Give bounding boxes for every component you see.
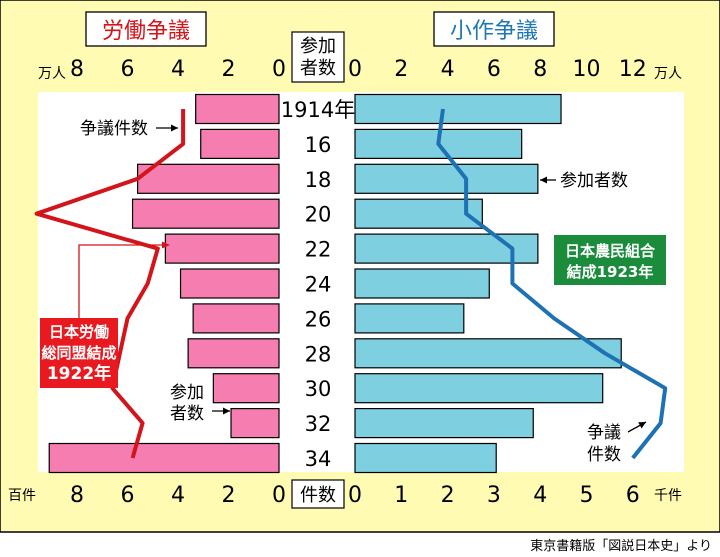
labor-participants-bar (195, 93, 280, 125)
tenancy-event-label: 結成1923年 (567, 263, 654, 281)
center-bottom-label: 件数 (300, 485, 336, 506)
labor-participants-bar (187, 338, 280, 369)
labor-top-tick-label: 0 (272, 57, 286, 82)
tenancy-bottom-tick-label: 0 (348, 483, 362, 508)
labor-event-arrowhead (162, 241, 170, 249)
year-label: 16 (305, 133, 332, 157)
tenancy-disputes-line (436, 108, 668, 460)
labor-bottom-tick-label: 0 (272, 483, 286, 508)
labor-bar-label: 参加 (170, 383, 204, 403)
tenancy-bottom-tick-label: 4 (533, 483, 547, 508)
tenancy-line-arrow-head (638, 422, 646, 429)
source-credit: 東京書籍版「図説日本史」より (530, 538, 712, 554)
labor-top-tick-label: 4 (171, 57, 185, 82)
tenancy-title-box (433, 11, 555, 47)
labor-top-tick-label: 2 (222, 57, 236, 82)
year-label: 24 (305, 273, 332, 297)
tenancy-bottom-unit: 千件 (654, 488, 682, 504)
labor-participants-bar (179, 268, 280, 299)
center-top-label: 者数 (300, 58, 336, 79)
labor-bottom-unit: 百件 (8, 488, 36, 504)
labor-participants-bar (137, 163, 280, 194)
tenancy-line-label: 件数 (587, 445, 621, 465)
tenancy-title: 小作争議 (450, 19, 538, 44)
labor-event-box (40, 318, 118, 388)
labor-bottom-tick-label: 4 (171, 483, 185, 508)
tenancy-participants-bar (354, 268, 490, 299)
tenancy-participants-bar (354, 163, 539, 194)
labor-disputes-line (34, 109, 186, 459)
tenancy-participants-bar (354, 408, 534, 439)
tenancy-bottom-tick-label: 2 (441, 483, 455, 508)
tenancy-bottom-tick-label: 5 (580, 483, 594, 508)
tenancy-event-box (554, 235, 666, 285)
labor-participants-bar (230, 408, 280, 439)
labor-bottom-tick-label: 2 (222, 483, 236, 508)
tenancy-event-label: 日本農民組合 (565, 242, 656, 260)
tenancy-participants-bar (354, 233, 539, 264)
labor-bottom-tick-label: 6 (121, 483, 135, 508)
labor-title: 労働争議 (102, 19, 190, 44)
year-label: 1914年 (281, 98, 355, 122)
tenancy-top-tick-label: 12 (619, 57, 647, 82)
tenancy-top-unit: 万人 (654, 66, 682, 82)
year-label: 34 (305, 447, 332, 471)
labor-line-label: 争議件数 (80, 119, 148, 139)
labor-bar-arrow-head (223, 407, 230, 415)
labor-event-label: 1922年 (47, 363, 111, 384)
tenancy-top-tick-label: 8 (533, 57, 547, 82)
tenancy-participants-bar (354, 93, 562, 125)
year-label: 18 (305, 168, 332, 192)
labor-event-label: 総同盟結成 (41, 344, 116, 362)
tenancy-top-tick-label: 10 (573, 57, 601, 82)
tenancy-bottom-tick-label: 6 (626, 483, 640, 508)
labor-top-tick-label: 8 (70, 57, 84, 82)
tenancy-participants-bar (354, 442, 497, 474)
labor-top-unit: 万人 (38, 66, 66, 82)
tenancy-top-tick-label: 2 (394, 57, 408, 82)
year-label: 32 (305, 412, 332, 436)
tenancy-top-tick-label: 4 (441, 57, 455, 82)
labor-event-connector (78, 244, 162, 318)
labor-bottom-tick-label: 8 (70, 483, 84, 508)
tenancy-bottom-tick-label: 1 (394, 483, 408, 508)
tenancy-participants-bar (354, 373, 604, 404)
labor-participants-bar (192, 303, 280, 334)
tenancy-top-tick-label: 0 (348, 57, 362, 82)
year-label: 30 (305, 377, 332, 401)
labor-participants-bar (48, 442, 280, 474)
labor-line-arrow-head (171, 124, 178, 132)
labor-title-box (85, 11, 207, 47)
center-top-label: 参加 (300, 36, 336, 57)
center-top-label-box (291, 31, 345, 83)
year-label: 22 (305, 238, 332, 262)
labor-bar-label: 者数 (170, 404, 204, 424)
tenancy-participants-bar (354, 338, 622, 369)
labor-participants-bar (164, 233, 280, 264)
labor-top-tick-label: 6 (121, 57, 135, 82)
labor-participants-bar (212, 373, 280, 404)
year-label: 20 (305, 203, 332, 227)
tenancy-top-tick-label: 6 (487, 57, 501, 82)
tenancy-bar-arrow-head (540, 176, 547, 184)
year-label: 26 (305, 307, 332, 331)
tenancy-bottom-tick-label: 3 (487, 483, 501, 508)
labor-event-label: 日本労働 (49, 323, 109, 341)
tenancy-participants-bar (354, 198, 483, 229)
year-label: 28 (305, 342, 332, 366)
labor-participants-bar (200, 128, 280, 159)
tenancy-bar-label: 参加者数 (560, 171, 628, 191)
tenancy-participants-bar (354, 303, 465, 334)
tenancy-line-label: 争議 (587, 423, 621, 443)
center-bottom-label-box (291, 479, 345, 509)
labor-participants-bar (131, 198, 280, 229)
